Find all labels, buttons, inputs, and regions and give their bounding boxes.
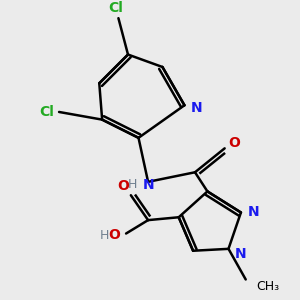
Text: CH₃: CH₃ — [256, 280, 279, 293]
Text: O: O — [117, 179, 129, 193]
Text: N: N — [248, 206, 259, 220]
Text: H: H — [128, 178, 137, 191]
Text: N: N — [235, 247, 247, 261]
Text: O: O — [228, 136, 240, 150]
Text: N: N — [191, 101, 203, 115]
Text: Cl: Cl — [39, 105, 54, 119]
Text: Cl: Cl — [108, 1, 123, 15]
Text: O: O — [109, 228, 120, 242]
Text: N: N — [143, 178, 155, 192]
Text: H: H — [100, 229, 109, 242]
